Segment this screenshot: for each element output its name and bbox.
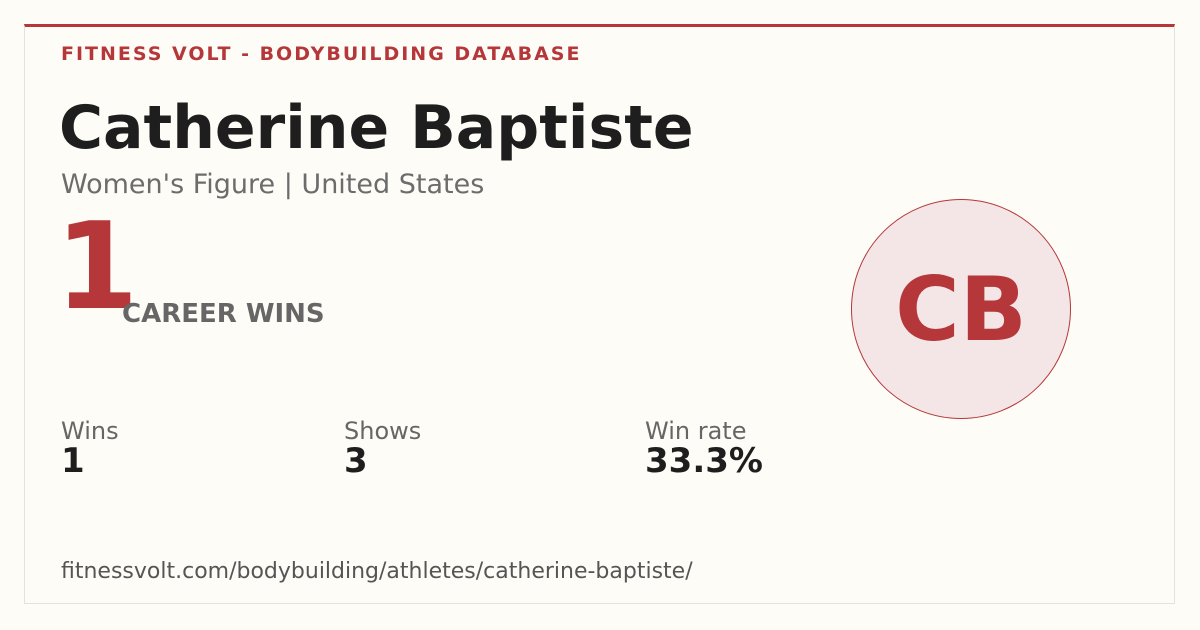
site-title: FITNESS VOLT - BODYBUILDING DATABASE	[61, 43, 582, 65]
stat-value: 3	[344, 441, 368, 481]
avatar: CB	[851, 199, 1071, 419]
stat-value: 1	[61, 441, 85, 481]
stat-value: 33.3%	[645, 441, 763, 481]
stat: Win rate 33.3%	[645, 417, 763, 481]
footer-url: fitnessvolt.com/bodybuilding/athletes/ca…	[61, 559, 693, 584]
card: FITNESS VOLT - BODYBUILDING DATABASE Cat…	[24, 24, 1175, 604]
stat: Wins 1	[61, 417, 119, 481]
athlete-name: Catherine Baptiste	[59, 93, 694, 163]
stat-label: Shows	[344, 417, 422, 445]
stat-label: Wins	[61, 417, 119, 445]
hero-label: CAREER WINS	[122, 299, 325, 329]
athlete-subtitle: Women's Figure | United States	[61, 169, 485, 200]
hero-value: 1	[55, 198, 139, 337]
stat-label: Win rate	[645, 417, 747, 445]
stat: Shows 3	[344, 417, 421, 481]
